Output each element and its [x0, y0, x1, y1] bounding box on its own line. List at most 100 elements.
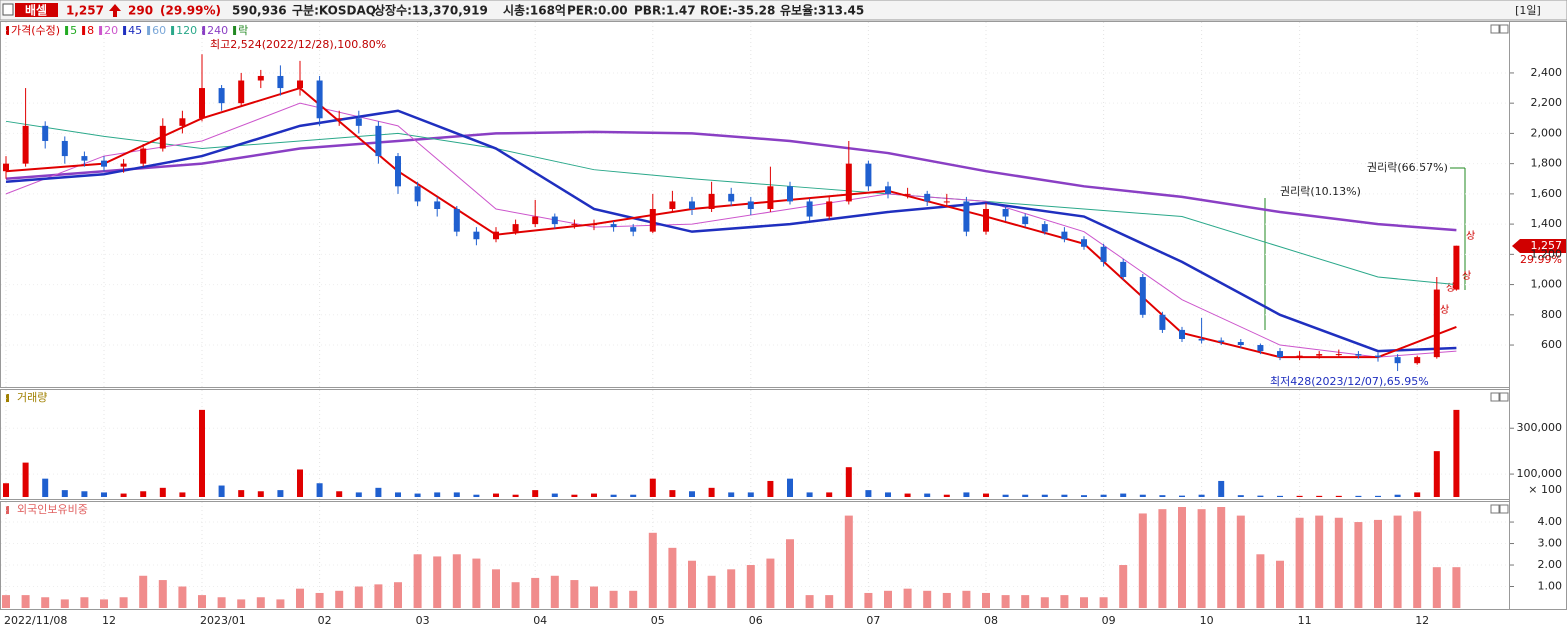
foreign-title: 외국인보유비중	[17, 503, 88, 516]
x-tick-label: 03	[416, 614, 430, 627]
candle-body	[179, 118, 186, 126]
market: 구분:KOSDAQ	[292, 4, 376, 18]
y-tick-label: 1,600	[1531, 187, 1563, 200]
candle-body	[630, 227, 637, 232]
volume-bar	[81, 491, 88, 497]
name-box[interactable]	[15, 3, 58, 17]
checkbox[interactable]	[2, 3, 14, 16]
up-arrow	[109, 4, 121, 17]
volume-bar	[1198, 494, 1205, 497]
foreign-bar	[982, 592, 990, 608]
foreign-bar	[1060, 595, 1069, 608]
foreign-bar	[1178, 507, 1186, 608]
volume-bar	[395, 492, 401, 497]
volume-bar	[865, 490, 872, 497]
y-tick-label: 4.00	[1538, 515, 1563, 528]
volume-bar	[355, 492, 362, 497]
panel-button[interactable]	[1499, 392, 1509, 402]
volume-bar	[434, 492, 441, 497]
price: 1,257	[66, 4, 104, 18]
foreign-bar	[374, 584, 383, 608]
candle-body	[787, 186, 793, 202]
current-price: 1,257	[1531, 239, 1563, 252]
volume-bar	[747, 492, 754, 497]
candle-body	[22, 125, 29, 164]
candle-body	[375, 125, 382, 157]
candle-body	[708, 193, 715, 209]
volume-bar	[1061, 494, 1068, 497]
candle-body	[1414, 357, 1421, 364]
candle-body	[806, 201, 813, 217]
stock-name: 배셀	[25, 3, 47, 18]
moving-average	[5, 102, 1457, 358]
volume-bar	[512, 494, 519, 497]
panel-button[interactable]	[1490, 504, 1500, 514]
period-button[interactable]: [1일]	[1515, 3, 1541, 17]
volume-bar	[3, 483, 9, 497]
volume-bar	[983, 493, 989, 497]
foreign-bar	[276, 599, 285, 608]
candle-body	[943, 201, 950, 203]
foreign-bar	[727, 569, 736, 608]
candle-body	[1355, 354, 1362, 356]
legend-label: 8	[87, 24, 94, 37]
panel-button[interactable]	[1490, 392, 1500, 402]
foreign-bar	[1393, 515, 1402, 608]
volume-bar	[42, 478, 49, 497]
volume-bar	[1355, 495, 1362, 497]
panel-button[interactable]	[1499, 504, 1509, 514]
foreign-bar	[198, 595, 206, 608]
y-tick-label: 300,000	[1517, 421, 1563, 434]
volume-bar	[1041, 494, 1048, 497]
candle-body	[140, 148, 147, 164]
y-tick-label: 1,000	[1531, 278, 1563, 291]
foreign-bar	[962, 590, 971, 608]
legend-label: 가격(수정)	[11, 24, 60, 37]
candle-body	[120, 163, 127, 167]
volume-bar	[767, 480, 774, 497]
foreign-bar	[492, 569, 500, 608]
per: PER:0.00	[567, 4, 628, 18]
volume-bar	[610, 494, 617, 497]
volume-bar	[845, 467, 852, 497]
volume-panel	[0, 389, 1510, 500]
y-tick-label: 1.00	[1538, 580, 1563, 593]
limit-up-mark: 상	[1440, 304, 1449, 316]
volume-bar	[963, 492, 970, 497]
panel-button[interactable]	[1499, 24, 1509, 34]
candle-body	[826, 201, 833, 217]
candle-body	[297, 80, 303, 89]
price-panel	[0, 21, 1510, 388]
candle-body	[257, 75, 264, 81]
volume-bar	[1120, 493, 1127, 497]
legend-swatch	[65, 26, 69, 35]
volume-bar	[453, 492, 460, 497]
foreign-bar	[1334, 517, 1343, 608]
volume-bar	[493, 493, 499, 497]
foreign-bar	[354, 586, 363, 608]
foreign-bar	[825, 595, 834, 608]
foreign-bar	[433, 556, 442, 608]
panel-button[interactable]	[1490, 24, 1500, 34]
volume-bar	[1316, 495, 1323, 497]
candle-body	[218, 88, 225, 104]
volume-bar	[1257, 495, 1264, 497]
shares: 상장수:13,370,919	[374, 3, 488, 18]
volume-bar	[1100, 494, 1107, 497]
volume-bar	[218, 485, 225, 497]
candle-body	[551, 216, 558, 225]
volume-bar	[375, 487, 382, 497]
volume-bar	[1335, 495, 1342, 497]
foreign-bar	[531, 577, 540, 608]
x-tick-label: 09	[1102, 614, 1116, 627]
candle-body	[1335, 354, 1342, 356]
legend-swatch	[147, 26, 151, 35]
candle-body	[42, 125, 49, 141]
volume-bar	[1002, 494, 1009, 497]
current-pct: 29.99%	[1520, 253, 1562, 266]
legend-label: 120	[176, 24, 197, 37]
candle-body	[1237, 342, 1244, 346]
foreign-bar	[1040, 597, 1049, 608]
volume-bar	[120, 493, 127, 497]
foreign-bar	[21, 595, 30, 608]
